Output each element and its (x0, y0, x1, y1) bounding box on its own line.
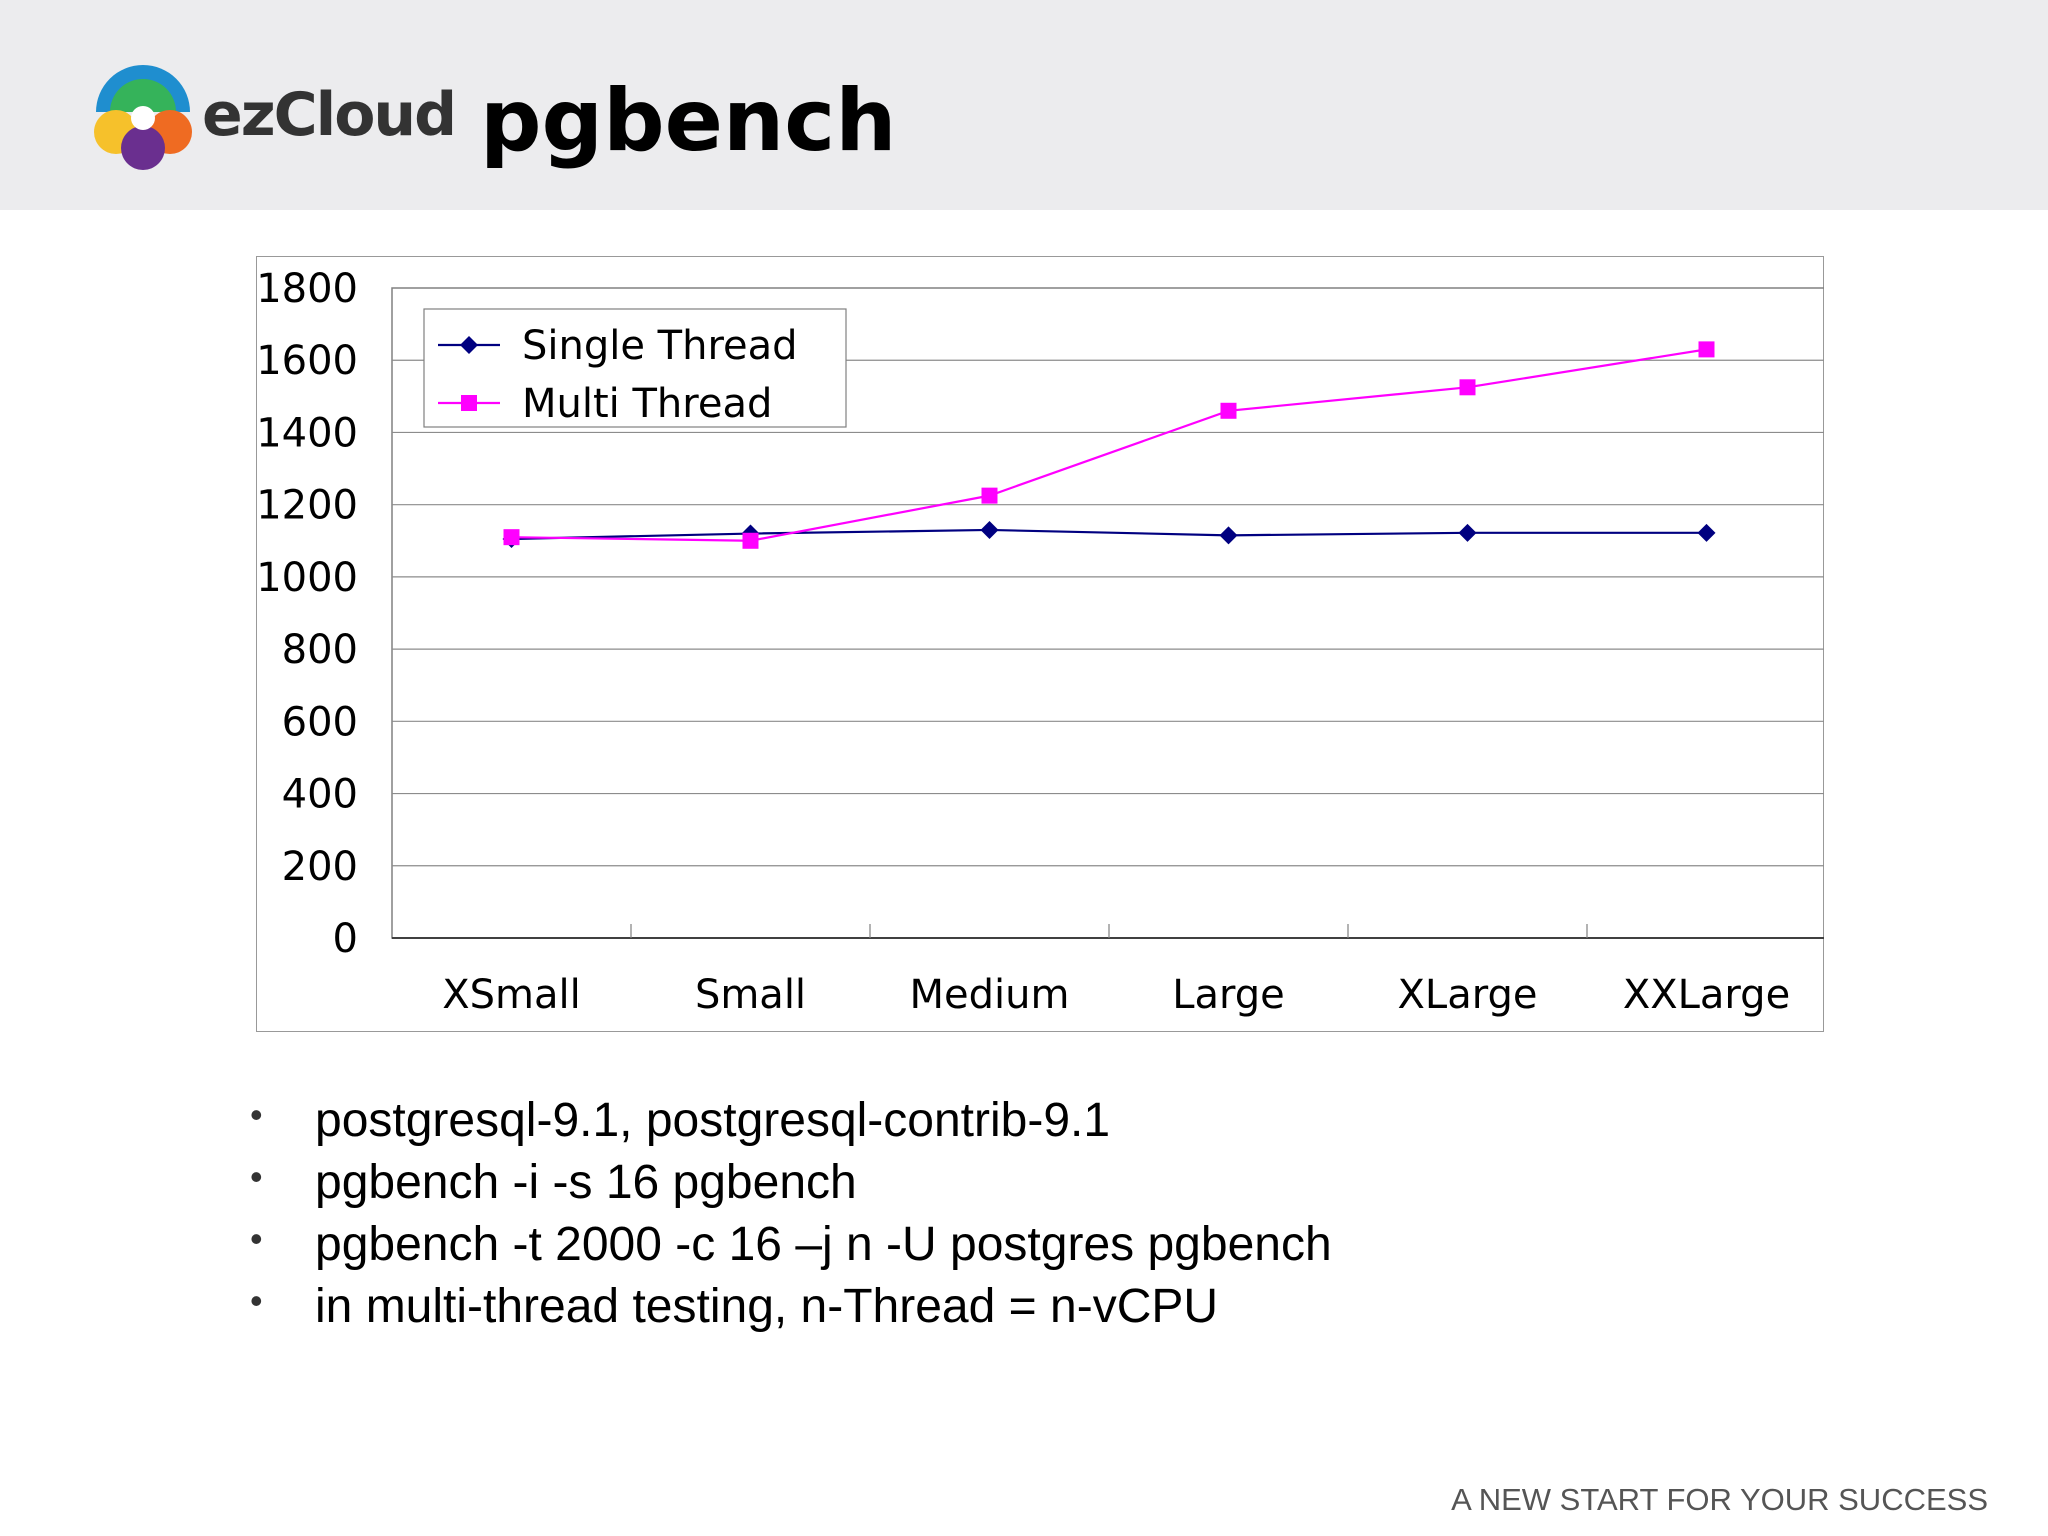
cloud-people-icon (94, 65, 192, 170)
bullet-item: pgbench -t 2000 -c 16 –j n -U postgres p… (250, 1208, 1332, 1276)
data-point (1458, 523, 1477, 542)
legend-label: Multi Thread (522, 381, 772, 427)
line-chart: 0 200 400 600 800 1000 1200 1400 1600 1800 XSmall S… (256, 266, 1824, 1018)
footer-tagline: A NEW START FOR YOUR SUCCESS (1451, 1482, 1988, 1517)
data-point (1219, 526, 1238, 545)
y-tick-label: 1800 (256, 266, 358, 312)
data-point (742, 532, 759, 549)
legend-marker (460, 336, 478, 354)
bullet-item: in multi-thread testing, n-Thread = n-vC… (250, 1270, 1332, 1338)
data-point (1220, 402, 1237, 419)
data-point (1459, 379, 1476, 396)
logo-text: ezCloud (202, 80, 457, 150)
legend-marker (461, 395, 477, 411)
bullet-item: pgbench -i -s 16 pgbench (250, 1146, 1332, 1214)
y-tick-label: 1000 (256, 555, 358, 601)
y-tick-label: 1200 (256, 483, 358, 529)
series-line (511, 348, 1707, 542)
header-bar: ezCloud pgbench (0, 0, 2048, 210)
slide-title: pgbench (480, 71, 897, 171)
x-tick-label: Small (695, 972, 806, 1018)
bullet-list: postgresql-9.1, postgresql-contrib-9.1 p… (250, 1084, 1332, 1338)
ezcloud-logo: ezCloud (88, 60, 468, 180)
y-tick-label: 400 (282, 772, 358, 818)
y-tick-label: 200 (282, 844, 358, 890)
legend-box (423, 308, 847, 428)
data-point (1698, 341, 1715, 358)
y-tick-label: 1400 (256, 410, 358, 456)
data-point (1697, 523, 1716, 542)
x-tick-label: Large (1172, 972, 1285, 1018)
data-point (980, 520, 999, 539)
y-tick-label: 0 (333, 916, 358, 962)
legend-label: Single Thread (522, 323, 798, 369)
y-tick-label: 600 (282, 699, 358, 745)
x-tick-label: XSmall (442, 972, 581, 1018)
x-tick-label: Medium (910, 972, 1070, 1018)
x-tick-label: XXLarge (1623, 972, 1790, 1018)
y-tick-label: 800 (282, 627, 358, 673)
series-line (511, 528, 1707, 541)
x-tick-label: XLarge (1398, 972, 1538, 1018)
data-point (981, 487, 998, 504)
data-point (503, 529, 520, 546)
bullet-item: postgresql-9.1, postgresql-contrib-9.1 (250, 1084, 1332, 1152)
y-tick-label: 1600 (256, 338, 358, 384)
